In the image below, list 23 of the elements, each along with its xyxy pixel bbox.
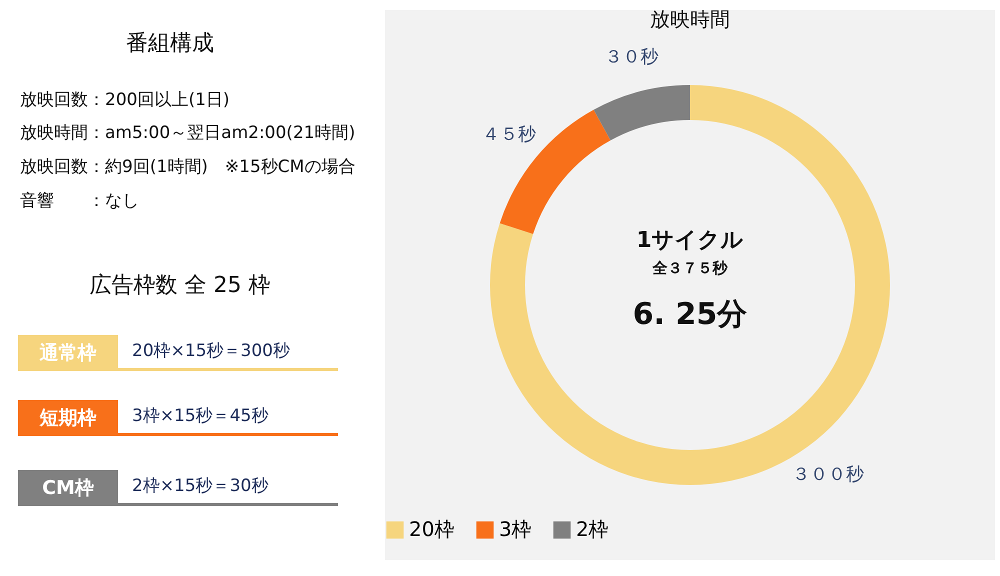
text: 音響 ：なし — [20, 190, 139, 212]
text: 通常枠 — [18, 335, 118, 371]
donut-slice — [594, 85, 690, 140]
text: 短期枠 — [18, 400, 118, 436]
text: 全３７５秒 — [652, 259, 728, 277]
data-label: ４５秒 — [482, 124, 536, 146]
text: 放映回数：約9回(1時間) ※15秒CMの場合 — [20, 156, 356, 178]
text: 6. 25分 — [632, 297, 748, 332]
donut-slice — [500, 110, 611, 234]
text: 放映回数：200回以上(1日) — [20, 89, 230, 111]
data-label: ３０秒 — [604, 46, 659, 68]
legend-label: 3枠 — [499, 517, 532, 541]
legend-label: 2枠 — [576, 517, 609, 541]
text: 広告枠数 全 25 枠 — [88, 272, 272, 300]
text: 1サイクル — [636, 228, 744, 253]
text: 放映時間：am5:00～翌日am2:00(21時間) — [20, 122, 356, 144]
text: 2枠×15秒＝30秒 — [132, 475, 268, 497]
text: 3枠×15秒＝45秒 — [132, 405, 268, 427]
data-label: ３００秒 — [792, 464, 864, 486]
text: 番組構成 — [125, 30, 215, 58]
text: CM枠 — [18, 470, 118, 506]
text: 20枠×15秒＝300秒 — [132, 340, 290, 362]
legend-label: 20枠 — [409, 517, 454, 541]
